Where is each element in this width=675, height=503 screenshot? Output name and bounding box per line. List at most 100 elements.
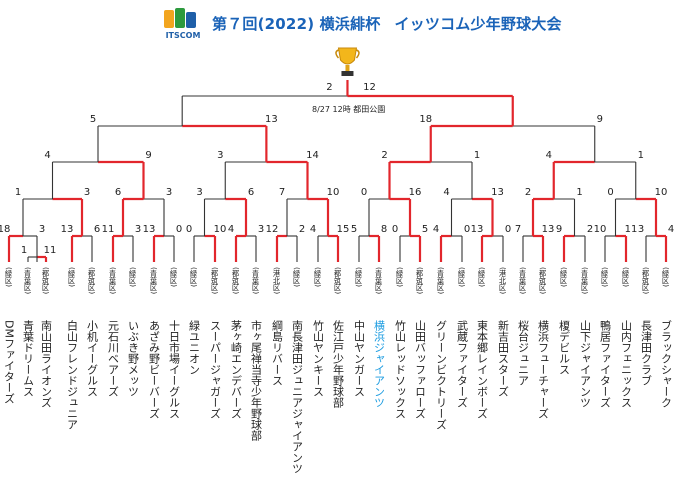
logo-text: ITSCOM <box>165 31 201 40</box>
team-name: ブラックシャーク <box>660 319 673 408</box>
round1-score: 9 <box>556 224 562 235</box>
round2-score: 1 <box>576 187 582 198</box>
prelim-score: 1 <box>21 245 27 256</box>
round1-score: 0 <box>392 224 398 235</box>
team-area-label: (港北区) <box>498 267 507 294</box>
team-name: スーパージャガーズ <box>209 320 222 419</box>
round1-score: 5 <box>351 224 357 235</box>
team-name: 榎デビルス <box>558 319 571 375</box>
round1-score: 15 <box>337 224 350 235</box>
team-area-label: (青葉区) <box>24 267 33 294</box>
round2-score: 6 <box>248 187 254 198</box>
round1-score: 3 <box>135 224 141 235</box>
team-name: 山田バッファローズ <box>414 320 427 419</box>
round1-score: 4 <box>310 224 316 235</box>
round1-score: 3 <box>638 224 644 235</box>
round2-score: 2 <box>525 187 531 198</box>
team-name: いぶき野メッツ <box>127 320 140 397</box>
round2-score: 6 <box>115 187 121 198</box>
round1-score: 8 <box>381 224 387 235</box>
round2-score: 3 <box>84 187 90 198</box>
round3-score: 9 <box>145 150 151 161</box>
team-area-label: (青葉区) <box>252 267 261 294</box>
team-area-label: (緑区) <box>396 267 405 287</box>
team-area-label: (緑区) <box>601 267 610 287</box>
round3-score: 4 <box>44 150 50 161</box>
round2-score: 7 <box>279 187 285 198</box>
itscom-logo <box>160 6 202 42</box>
team-area-label: (都筑区) <box>211 267 220 294</box>
team-area-label: (都筑区) <box>42 267 51 294</box>
round2-score: 1 <box>15 187 21 198</box>
team-name: 鴨居ファイターズ <box>599 319 612 408</box>
round1-score: 4 <box>228 224 234 235</box>
team-area-label: (都筑区) <box>334 267 343 294</box>
team-area-label: (青葉区) <box>437 267 446 294</box>
team-name: 元石川ベアーズ <box>107 320 120 397</box>
round2-score: 0 <box>361 187 367 198</box>
team-area-label: (青葉区) <box>375 267 384 294</box>
round1-score: 0 <box>186 224 192 235</box>
round4-score: 13 <box>265 114 278 125</box>
team-name: 白山フレンドジュニア <box>66 319 79 430</box>
team-area-label: (港北区) <box>272 267 281 294</box>
team-name: 茅ヶ崎エンデバーズ <box>230 320 243 419</box>
round2-score: 4 <box>443 187 449 198</box>
round1-score: 0 <box>464 224 470 235</box>
team-name: 小机イーグルス <box>86 320 99 397</box>
final-score: 12 <box>363 82 376 93</box>
round1-score: 13 <box>61 224 74 235</box>
team-area-label: (緑区) <box>622 267 631 287</box>
team-area-label: (緑区) <box>355 267 364 287</box>
round1-score: 11 <box>102 224 115 235</box>
round1-score: 0 <box>176 224 182 235</box>
team-name: 青葉ドリームス <box>22 320 35 397</box>
team-area-label: (緑区) <box>5 267 14 287</box>
team-name: 南山田ライオンズ <box>40 320 53 408</box>
team-area-label: (都筑区) <box>539 267 548 294</box>
team-name: 横浜ジャイアンツ <box>373 319 386 408</box>
team-name: 東本郷レインボーズ <box>476 320 489 419</box>
round3-score: 3 <box>217 150 223 161</box>
team-area-label: (緑区) <box>68 267 77 287</box>
round4-score: 9 <box>597 114 603 125</box>
round1-score: 4 <box>668 224 674 235</box>
final-note: 8/27 12時 都田公園 <box>312 105 386 114</box>
round2-score: 13 <box>491 187 504 198</box>
round1-score: 13 <box>471 224 484 235</box>
team-name: 横浜フューチャーズ <box>537 319 550 419</box>
team-name: 竹山レッドソックス <box>394 319 407 419</box>
round4-score: 18 <box>419 114 432 125</box>
team-area-label: (緑区) <box>293 267 302 287</box>
round1-score: 3 <box>258 224 264 235</box>
team-area-label: (緑区) <box>314 267 323 287</box>
round1-score: 2 <box>299 224 305 235</box>
round2-score: 0 <box>607 187 613 198</box>
round1-score: 10 <box>214 224 227 235</box>
team-name: 緑ユニオン <box>188 319 201 375</box>
round3-score: 1 <box>474 150 480 161</box>
round2-score: 16 <box>409 187 422 198</box>
round1-score: 6 <box>94 224 100 235</box>
team-name: グリーンビクトリーズ <box>435 320 448 430</box>
team-area-label: (緑区) <box>560 267 569 287</box>
round1-score: 12 <box>266 224 279 235</box>
round2-score: 10 <box>327 187 340 198</box>
team-name: 十日市場イーグルス <box>168 319 181 419</box>
team-area-label: (青葉区) <box>519 267 528 294</box>
round1-score: 5 <box>422 224 428 235</box>
round1-score: 13 <box>542 224 555 235</box>
round1-score: 18 <box>0 224 10 235</box>
round3-score: 4 <box>546 150 552 161</box>
team-name: 山内フェニックス <box>620 320 633 408</box>
round2-score: 3 <box>196 187 202 198</box>
team-name: あざみ野ビーバーズ <box>148 320 161 419</box>
team-area-label: (緑区) <box>190 267 199 287</box>
team-name: 新吉田スターズ <box>497 319 510 397</box>
team-name: DMファイターズ <box>3 320 16 404</box>
team-area-label: (都筑区) <box>416 267 425 294</box>
round3-score: 14 <box>306 150 319 161</box>
team-name: 南長津田ジュニアジャイアンツ <box>291 320 304 474</box>
team-area-label: (緑区) <box>458 267 467 287</box>
